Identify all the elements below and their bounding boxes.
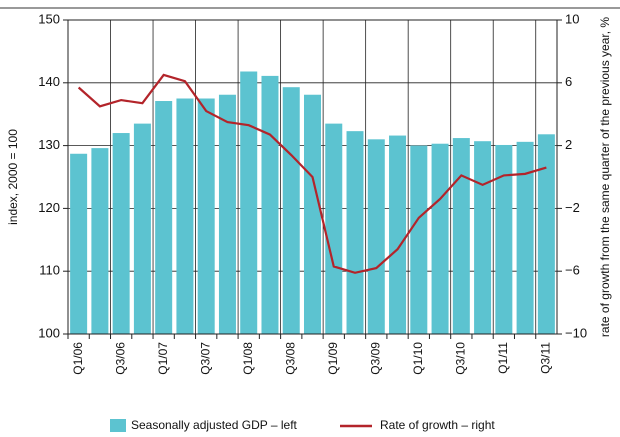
- y-tick-label: 120: [38, 200, 60, 215]
- bar: [261, 75, 279, 334]
- y-tick-label: 140: [38, 74, 60, 89]
- y2-tick-label: 10: [565, 11, 579, 26]
- bar: [133, 123, 151, 335]
- bar: [389, 135, 407, 334]
- y-tick-label: 150: [38, 11, 60, 26]
- line: [77, 73, 547, 274]
- x-tick-label: Q3/08: [283, 342, 297, 375]
- x-tick-label: Q1/06: [71, 342, 85, 375]
- y-tick-label: 130: [38, 137, 60, 152]
- bar: [325, 123, 343, 335]
- bar: [346, 131, 364, 334]
- bar: [197, 98, 215, 334]
- x-tick-label: Q3/06: [113, 342, 127, 375]
- legend-label: Rate of growth – right: [380, 418, 495, 432]
- bar: [240, 71, 258, 334]
- bar: [112, 133, 130, 334]
- y-axis-label: index, 2000 = 100: [6, 129, 20, 225]
- bar: [303, 94, 322, 335]
- bar: [70, 153, 88, 334]
- x-tick-label: Q1/08: [241, 342, 255, 375]
- y2-axis-label: rate of growth from the same quarter of …: [598, 17, 612, 337]
- y2-tick-label: −10: [565, 325, 587, 340]
- y2-tick-label: 6: [565, 74, 572, 89]
- bar: [282, 87, 300, 334]
- bar: [91, 148, 109, 334]
- x-tick-label: Q3/09: [368, 342, 382, 375]
- bar: [367, 139, 385, 334]
- x-tick-label: Q1/11: [496, 342, 510, 374]
- bar: [537, 134, 555, 334]
- bar: [410, 145, 428, 334]
- x-tick-label: Q3/11: [539, 342, 553, 374]
- y2-tick-label: −2: [565, 200, 580, 215]
- bar: [452, 138, 470, 334]
- x-tick-label: Q1/10: [411, 342, 425, 375]
- legend-label: Seasonally adjusted GDP – left: [131, 418, 298, 432]
- x-tick-label: Q3/10: [453, 342, 467, 375]
- bar: [474, 141, 492, 334]
- x-tick-label: Q1/07: [156, 342, 170, 375]
- bar: [176, 98, 194, 334]
- bar: [218, 94, 236, 335]
- bar: [516, 141, 534, 334]
- x-tick-label: Q3/07: [198, 342, 212, 375]
- y2-tick-label: 2: [565, 137, 572, 152]
- bar: [155, 101, 173, 335]
- bar: [495, 144, 513, 334]
- x-tick-label: Q1/09: [326, 342, 340, 375]
- y2-tick-label: −6: [565, 263, 580, 278]
- legend-swatch: [110, 419, 126, 432]
- plot-frame: [67, 19, 558, 335]
- bar: [431, 143, 449, 334]
- y-tick-label: 110: [39, 263, 60, 278]
- y-tick-label: 100: [38, 325, 60, 340]
